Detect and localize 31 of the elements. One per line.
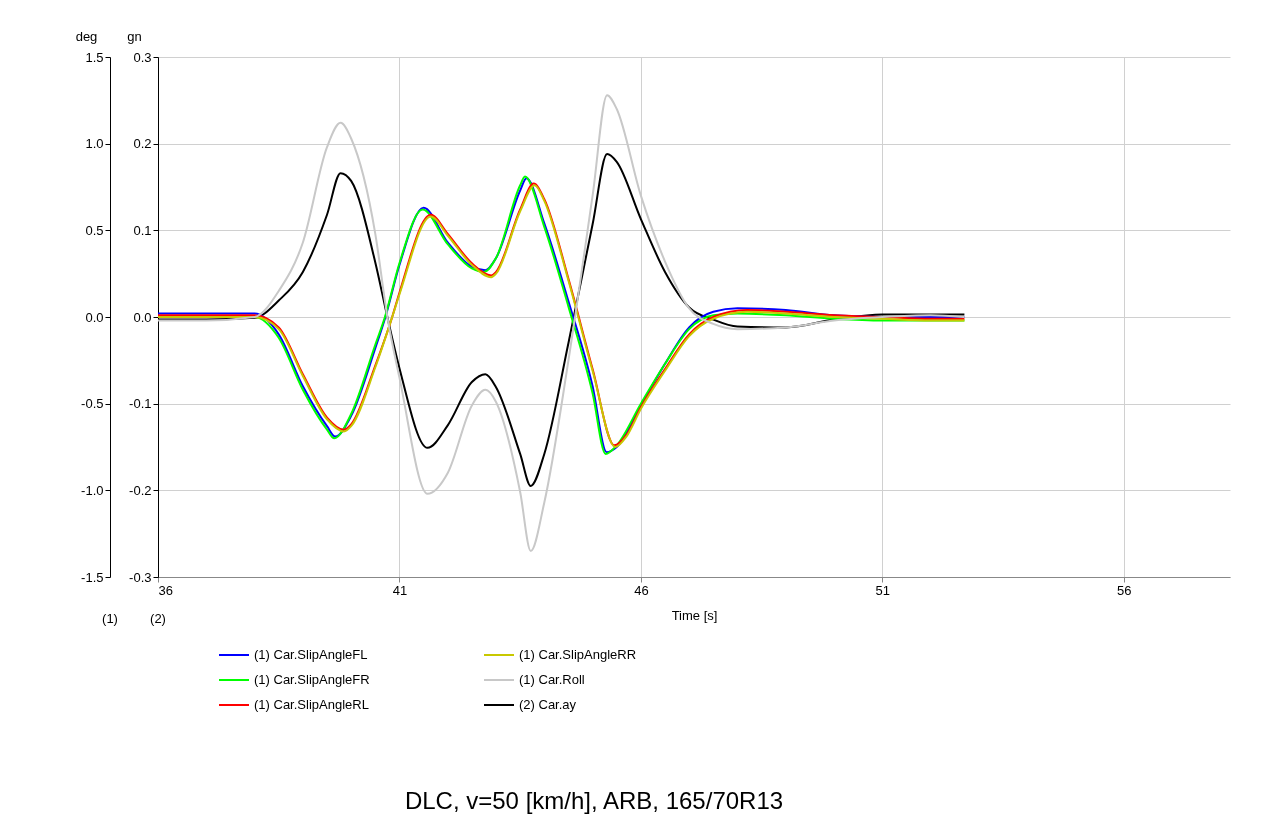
text: (1)	[102, 611, 118, 626]
y2-tick-label: 0.1	[133, 222, 152, 238]
x-tick-label: 46	[634, 582, 649, 598]
x-axis-title: Time [s]	[671, 607, 718, 623]
y2-tick-label: 0.3	[133, 49, 152, 65]
x-tick-label: 41	[392, 582, 408, 598]
y-tick-label: 0.5	[85, 222, 104, 238]
legend-label: (1) Car.SlipAngleRL	[254, 697, 369, 712]
legend-label: (1) Car.SlipAngleRR	[519, 647, 637, 662]
y-tick-label: -1.0	[81, 482, 104, 498]
y2-axis-title: gn	[127, 28, 142, 44]
x-tick-label: 36	[158, 582, 173, 598]
y-tick-label: 1.0	[85, 136, 104, 152]
y-axis-title: deg	[75, 28, 98, 44]
legend-label: (1) Car.SlipAngleFR	[254, 672, 370, 687]
y2-tick-label: -0.3	[129, 569, 152, 585]
x-tick-label: 56	[1117, 582, 1132, 598]
y-tick-label: 1.5	[85, 49, 104, 65]
legend-label: (2) Car.ay	[519, 697, 577, 712]
y2-tick-label: -0.2	[129, 482, 152, 498]
y2-tick-label: 0.0	[133, 309, 152, 325]
legend-label: (1) Car.SlipAngleFL	[254, 647, 368, 662]
legend-label: (1) Car.Roll	[519, 672, 585, 687]
text: DLC, v=50 [km/h], ARB, 165/70R13	[404, 787, 784, 814]
text: (2)	[150, 611, 166, 626]
y-tick-label: 0.0	[85, 309, 104, 325]
y-tick-label: -1.5	[81, 569, 104, 585]
x-tick-label: 51	[875, 582, 891, 598]
y2-tick-label: -0.1	[129, 396, 152, 412]
y2-tick-label: 0.2	[133, 136, 152, 152]
y-tick-label: -0.5	[81, 396, 104, 412]
